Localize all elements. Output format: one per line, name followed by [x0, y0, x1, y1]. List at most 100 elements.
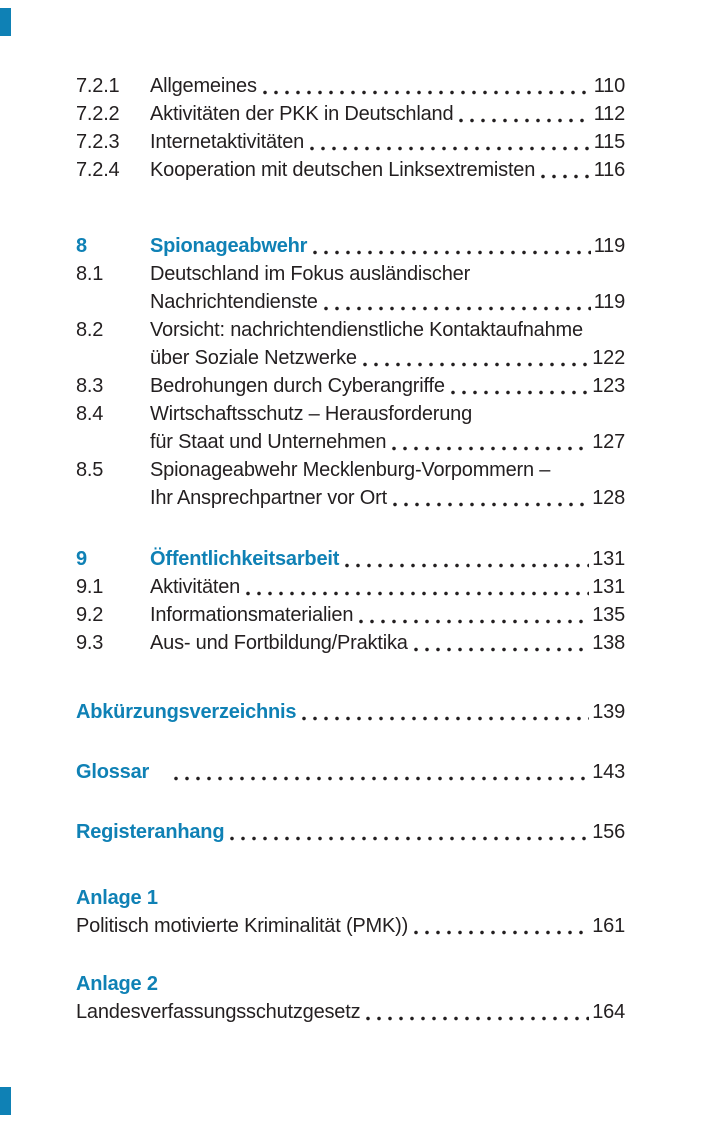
dot-leader	[359, 344, 590, 372]
toc-entry-number: 9.3	[76, 632, 104, 654]
toc-entry: 8 Spionageabwehr 119	[76, 232, 625, 260]
toc-entry-number: 8.2	[76, 319, 104, 341]
dot-leader	[411, 912, 590, 940]
toc-entry-title: Abkürzungsverzeichnis	[76, 701, 297, 723]
toc-entry-title: Öffentlichkeitsarbeit	[150, 548, 340, 570]
dot-leader	[410, 629, 590, 657]
toc-entry: 9.1 Aktivitäten 131	[76, 573, 625, 601]
toc-entry-page: 164	[592, 1001, 625, 1023]
dot-leader	[363, 998, 590, 1026]
toc-entry-page: 122	[592, 347, 625, 369]
toc-entry: 7.2.2 Aktivitäten der PKK in Deutschland 1…	[76, 100, 625, 128]
toc-entry-number: 9.1	[76, 576, 104, 598]
toc-entry-title: Glossar	[76, 761, 150, 783]
toc-entry: 8.3 Bedrohungen durch Cyberangriffe 123	[76, 372, 625, 400]
toc-entry-title: Politisch motivierte Kriminalität (PMK))	[76, 915, 409, 937]
toc-entry-title: Deutschland im Fokus ausländischer	[150, 263, 471, 285]
toc-entry: Nachrichtendienste 119	[76, 288, 625, 316]
toc-entry-page: 135	[592, 604, 625, 626]
toc-entry-page: 119	[593, 235, 625, 257]
toc-entry: 8.5 Spionageabwehr Mecklenburg-Vorpommern…	[76, 456, 625, 484]
toc-entry-number: 8	[76, 235, 87, 257]
toc-entry-page: 127	[592, 431, 625, 453]
dot-leader	[389, 428, 590, 456]
toc-entry-page: 139	[592, 701, 625, 723]
toc-entry-title: Anlage 1	[76, 887, 158, 909]
toc-entry-title: Anlage 2	[76, 973, 158, 995]
toc-entry: 8.1 Deutschland im Fokus ausländischer	[76, 260, 625, 288]
toc-entry: Registeranhang 156	[76, 818, 625, 846]
dot-leader	[538, 156, 591, 184]
toc-entry-title: Vorsicht: nachrichtendienstliche Kontakt…	[150, 319, 583, 341]
toc-entry: 7.2.4 Kooperation mit deutschen Linksextr…	[76, 156, 625, 184]
toc-entry-number: 8.1	[76, 263, 104, 285]
dot-leader	[227, 818, 590, 846]
toc-entry-title: Landesverfassungsschutzgesetz	[76, 1001, 361, 1023]
toc-entry-page: 112	[593, 103, 625, 125]
toc-entry-page: 131	[592, 548, 625, 570]
toc-entry-page: 116	[593, 159, 625, 181]
toc-entry-title: über Soziale Netzwerke	[150, 347, 357, 369]
toc-entry: 8.4 Wirtschaftsschutz – Herausforderung	[76, 400, 625, 428]
toc-entry-title: Internetaktivitäten	[150, 131, 305, 153]
dot-leader	[259, 72, 591, 100]
toc-entry-page: 131	[592, 576, 625, 598]
toc-entry-title: Informationsmaterialien	[150, 604, 354, 626]
toc-entry-page: 115	[593, 131, 625, 153]
toc-entry: Landesverfassungsschutzgesetz 164	[76, 998, 625, 1026]
toc-entry-title: Registeranhang	[76, 821, 225, 843]
toc-entry: für Staat und Unternehmen 127	[76, 428, 625, 456]
toc-entry-number: 7.2.1	[76, 75, 120, 97]
toc-entry-number: 8.3	[76, 375, 104, 397]
toc-entry-page: 156	[592, 821, 625, 843]
dot-leader	[171, 758, 590, 786]
toc-entry-title: Wirtschaftsschutz – Herausforderung	[150, 403, 473, 425]
toc-entry-title: Spionageabwehr Mecklenburg-Vorpommern –	[150, 459, 551, 481]
toc-entry-page: 119	[593, 291, 625, 313]
toc-entry-page: 123	[592, 375, 625, 397]
toc-entry: Abkürzungsverzeichnis 139	[76, 698, 625, 726]
toc-entry-title: Aktivitäten der PKK in Deutschland	[150, 103, 454, 125]
toc-entry: Glossar 143	[76, 758, 625, 786]
toc-entry: 9.2 Informationsmaterialien 135	[76, 601, 625, 629]
toc-entry: Anlage 1	[76, 884, 625, 912]
dot-leader	[320, 288, 591, 316]
dot-leader	[310, 232, 591, 260]
dot-leader	[447, 372, 590, 400]
toc-entry-number: 7.2.4	[76, 159, 120, 181]
toc-entry-title: Nachrichtendienste	[150, 291, 318, 313]
toc-entry: Ihr Ansprechpartner vor Ort 128	[76, 484, 625, 512]
table-of-contents: 7.2.1 Allgemeines 110 7.2.2 Aktivitäten der …	[76, 72, 625, 1026]
toc-entry: 9.3 Aus- und Fortbildung/Praktika 138	[76, 629, 625, 657]
toc-entry-page: 110	[593, 75, 625, 97]
toc-entry-title: Aus- und Fortbildung/Praktika	[150, 632, 408, 654]
dot-leader	[456, 100, 591, 128]
dot-leader	[307, 128, 591, 156]
toc-entry-title: Spionageabwehr	[150, 235, 308, 257]
toc-entry: 9 Öffentlichkeitsarbeit 131	[76, 545, 625, 573]
toc-entry-number: 8.5	[76, 459, 104, 481]
toc-entry-page: 143	[592, 761, 625, 783]
toc-entry: Politisch motivierte Kriminalität (PMK))…	[76, 912, 625, 940]
toc-entry-number: 8.4	[76, 403, 104, 425]
dot-leader	[389, 484, 590, 512]
toc-entry: über Soziale Netzwerke 122	[76, 344, 625, 372]
toc-entry: 8.2 Vorsicht: nachrichtendienstliche Kont…	[76, 316, 625, 344]
toc-entry-page: 138	[592, 632, 625, 654]
page-edge-mark-bottom	[0, 1087, 11, 1115]
dot-leader	[342, 545, 590, 573]
toc-entry-number: 9.2	[76, 604, 104, 626]
toc-entry: Anlage 2	[76, 970, 625, 998]
dot-leader	[356, 601, 590, 629]
toc-entry-page: 161	[592, 915, 625, 937]
toc-entry-number: 9	[76, 548, 87, 570]
toc-entry-title: Bedrohungen durch Cyberangriffe	[150, 375, 445, 397]
toc-entry-number: 7.2.3	[76, 131, 120, 153]
toc-entry-title: Aktivitäten	[150, 576, 241, 598]
dot-leader	[243, 573, 590, 601]
toc-entry-page: 128	[592, 487, 625, 509]
page-edge-mark-top	[0, 8, 11, 36]
toc-entry-title: Ihr Ansprechpartner vor Ort	[150, 487, 387, 509]
toc-entry: 7.2.3 Internetaktivitäten 115	[76, 128, 625, 156]
